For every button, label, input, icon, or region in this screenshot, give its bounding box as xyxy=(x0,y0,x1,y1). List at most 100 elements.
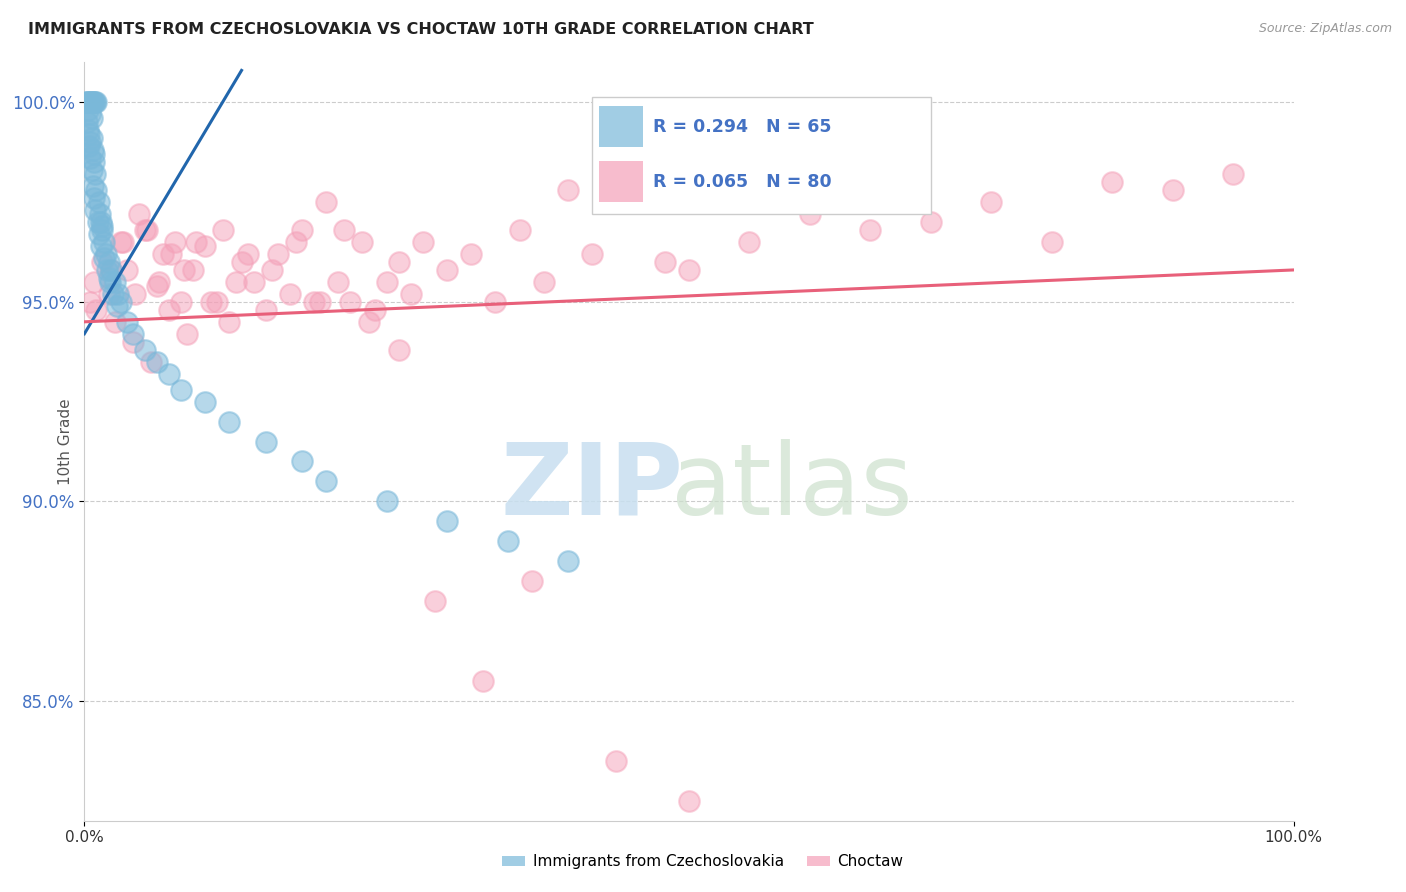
Point xyxy=(375,494,398,508)
Point xyxy=(79,135,101,149)
Point xyxy=(83,95,105,110)
Point xyxy=(94,247,117,261)
Point xyxy=(496,534,519,549)
Point xyxy=(170,383,193,397)
Point xyxy=(87,227,110,241)
Point xyxy=(79,294,101,309)
Text: ZIP: ZIP xyxy=(501,439,683,535)
Point xyxy=(80,131,103,145)
Point xyxy=(121,326,143,341)
Point xyxy=(509,223,531,237)
Point xyxy=(412,235,434,249)
Point xyxy=(436,263,458,277)
Point xyxy=(124,286,146,301)
Point xyxy=(87,195,110,210)
Point xyxy=(920,215,942,229)
Point xyxy=(309,294,332,309)
Point xyxy=(84,95,107,110)
Point xyxy=(134,343,156,357)
Point xyxy=(285,235,308,249)
Point xyxy=(83,191,105,205)
Point xyxy=(260,263,283,277)
Point xyxy=(254,434,277,449)
Point xyxy=(557,554,579,568)
Point xyxy=(980,195,1002,210)
Point xyxy=(105,299,128,313)
Point xyxy=(859,223,882,237)
Point xyxy=(315,475,337,489)
Point xyxy=(100,263,122,277)
Point xyxy=(110,235,132,249)
Text: atlas: atlas xyxy=(671,439,912,535)
Point xyxy=(654,255,676,269)
Point xyxy=(1101,175,1123,189)
Point xyxy=(200,294,222,309)
Point xyxy=(291,223,314,237)
Point xyxy=(194,239,217,253)
Point xyxy=(77,95,100,110)
Point xyxy=(139,355,162,369)
Point xyxy=(557,183,579,197)
Point xyxy=(218,415,240,429)
Point xyxy=(678,263,700,277)
Point xyxy=(194,394,217,409)
Point xyxy=(278,286,301,301)
Point xyxy=(148,275,170,289)
Point xyxy=(77,139,100,153)
Point xyxy=(136,223,159,237)
Point xyxy=(399,286,422,301)
Point xyxy=(484,294,506,309)
Point xyxy=(121,334,143,349)
Point xyxy=(84,167,107,181)
Point xyxy=(339,294,361,309)
Point xyxy=(83,275,105,289)
Point xyxy=(75,95,97,110)
Point xyxy=(76,115,98,129)
Point xyxy=(91,255,114,269)
Point xyxy=(80,112,103,126)
Point xyxy=(110,294,132,309)
Point xyxy=(77,128,100,142)
Point xyxy=(236,247,259,261)
Point xyxy=(83,147,105,161)
Point xyxy=(82,95,104,110)
Point xyxy=(207,294,229,309)
Point xyxy=(84,203,107,218)
Point xyxy=(333,223,356,237)
Point xyxy=(184,235,207,249)
Point xyxy=(104,315,127,329)
Point xyxy=(212,223,235,237)
Point xyxy=(146,355,169,369)
Point xyxy=(79,95,101,110)
Point xyxy=(165,235,187,249)
Point xyxy=(86,215,108,229)
Point xyxy=(388,343,411,357)
Point xyxy=(77,123,100,137)
Point xyxy=(112,235,135,249)
Point xyxy=(104,275,127,289)
Point xyxy=(80,95,103,110)
Point xyxy=(242,275,264,289)
Point xyxy=(76,95,98,110)
Point xyxy=(181,263,204,277)
Point xyxy=(83,155,105,169)
Text: IMMIGRANTS FROM CZECHOSLOVAKIA VS CHOCTAW 10TH GRADE CORRELATION CHART: IMMIGRANTS FROM CZECHOSLOVAKIA VS CHOCTA… xyxy=(28,22,814,37)
Point xyxy=(96,263,118,277)
Point xyxy=(82,179,104,194)
Point xyxy=(89,207,111,221)
Point xyxy=(176,326,198,341)
Point xyxy=(79,151,101,165)
Legend: Immigrants from Czechoslovakia, Choctaw: Immigrants from Czechoslovakia, Choctaw xyxy=(496,848,910,875)
Point xyxy=(231,255,253,269)
Point xyxy=(315,195,337,210)
Point xyxy=(617,195,640,210)
Point xyxy=(423,594,446,608)
Point xyxy=(97,255,120,269)
Point xyxy=(146,279,169,293)
Point xyxy=(91,219,114,233)
Point xyxy=(799,207,821,221)
Point xyxy=(738,235,761,249)
Point xyxy=(302,294,325,309)
Point xyxy=(79,107,101,121)
Point xyxy=(328,275,350,289)
